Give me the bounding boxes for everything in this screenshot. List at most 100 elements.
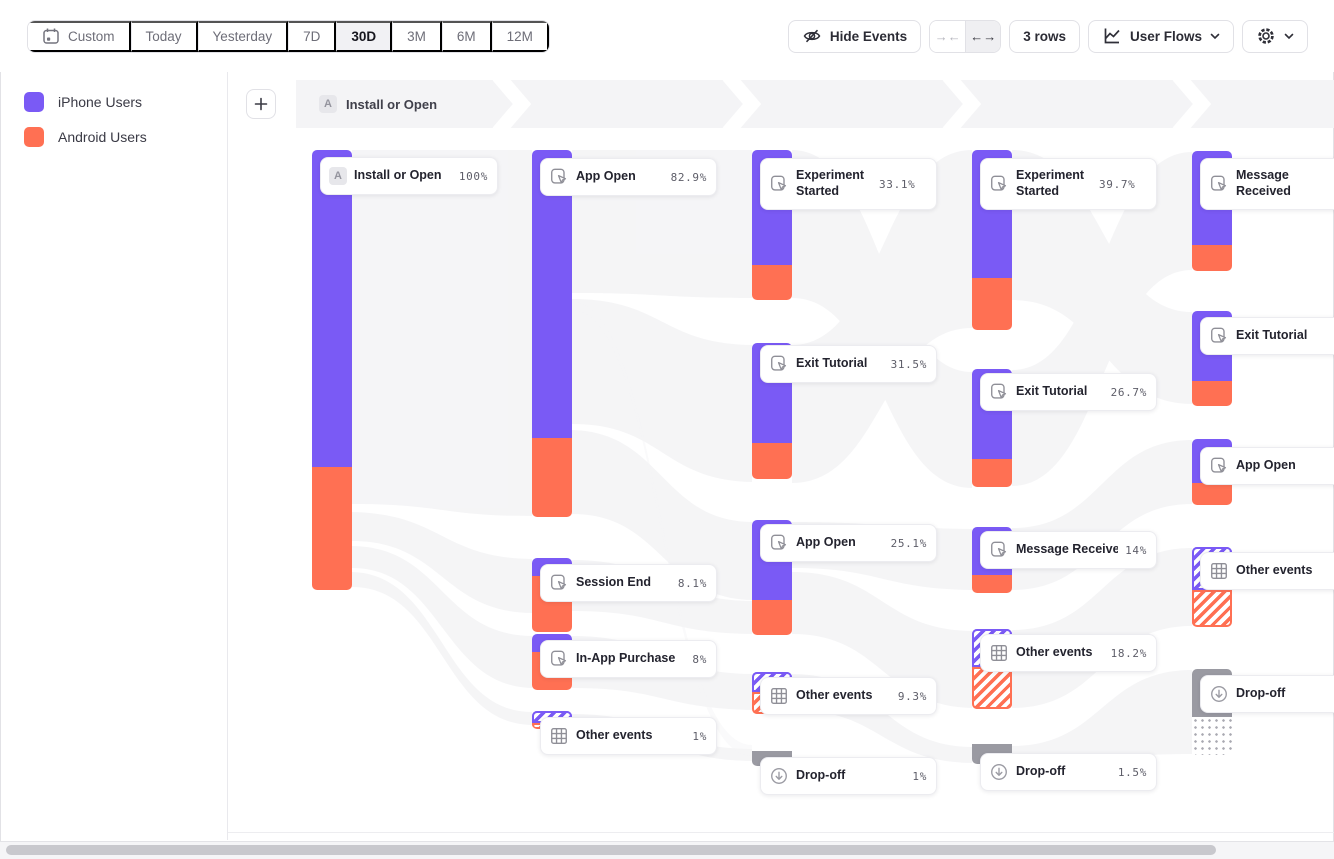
flow-bar-segment[interactable] bbox=[1192, 590, 1232, 627]
grid-icon bbox=[769, 686, 789, 706]
flow-bar-segment[interactable] bbox=[312, 150, 352, 467]
node-percent: 9.3% bbox=[897, 689, 927, 703]
date-range-custom[interactable]: Custom bbox=[28, 20, 131, 52]
event-icon bbox=[989, 174, 1009, 194]
legend-swatch bbox=[24, 92, 44, 112]
date-range-3m[interactable]: 3M bbox=[392, 20, 442, 52]
date-range-yesterday[interactable]: Yesterday bbox=[197, 20, 289, 52]
flow-node-card[interactable]: Other events bbox=[1200, 552, 1334, 590]
node-label: Message Received bbox=[1016, 542, 1119, 557]
flow-node-card[interactable]: Drop-off bbox=[1200, 675, 1334, 713]
flow-bar-segment[interactable] bbox=[1192, 245, 1232, 271]
flow-node-card[interactable]: Exit Tutorial 31.5% bbox=[760, 345, 937, 383]
chevron-separators bbox=[492, 80, 1212, 128]
node-label: Other events bbox=[1016, 645, 1093, 660]
flow-node-card[interactable]: Experiment Started 33.1% bbox=[760, 158, 937, 210]
flow-node-card[interactable]: Message Received bbox=[1200, 158, 1334, 210]
node-percent: 82.9% bbox=[670, 170, 707, 184]
legend-label: iPhone Users bbox=[58, 94, 143, 110]
panel-divider bbox=[227, 72, 228, 840]
date-range-selector: Custom Today Yesterday 7D 30D 3M 6M 12M bbox=[27, 19, 550, 53]
flow-bar-segment[interactable] bbox=[972, 667, 1012, 709]
event-icon bbox=[769, 174, 789, 194]
flow-bar-segment[interactable] bbox=[532, 150, 572, 438]
chart-bottom-divider bbox=[228, 832, 1334, 833]
settings-button[interactable] bbox=[1242, 19, 1308, 53]
view-selector-button[interactable]: User Flows bbox=[1087, 19, 1234, 53]
dropoff-icon bbox=[989, 762, 1009, 782]
flow-bar-segment[interactable] bbox=[1192, 483, 1232, 505]
node-percent: 100% bbox=[458, 169, 488, 183]
flow-node-card[interactable]: Exit Tutorial 26.7% bbox=[980, 373, 1157, 411]
flow-bar-segment[interactable] bbox=[972, 459, 1012, 487]
flow-node-card[interactable]: Other events 18.2% bbox=[980, 634, 1157, 672]
event-icon bbox=[1209, 456, 1229, 476]
node-label: Drop-off bbox=[1236, 686, 1286, 701]
date-range-today[interactable]: Today bbox=[130, 20, 198, 52]
event-icon bbox=[1209, 326, 1229, 346]
date-range-label: 3M bbox=[407, 28, 426, 44]
chevron-down-icon bbox=[1210, 33, 1220, 40]
date-range-30d[interactable]: 30D bbox=[336, 20, 393, 52]
plus-icon bbox=[254, 97, 268, 111]
step-header-band[interactable]: A Install or Open bbox=[296, 80, 1334, 128]
view-selector-label: User Flows bbox=[1129, 28, 1202, 44]
flow-node-card[interactable]: Session End 8.1% bbox=[540, 564, 717, 602]
dropoff-icon bbox=[1209, 684, 1229, 704]
date-range-7d[interactable]: 7D bbox=[288, 20, 337, 52]
add-step-button[interactable] bbox=[246, 89, 276, 119]
top-toolbar: Custom Today Yesterday 7D 30D 3M 6M 12M Hide Ev… bbox=[0, 0, 1334, 72]
hide-events-button[interactable]: Hide Events bbox=[787, 19, 922, 53]
flow-bar-segment[interactable] bbox=[752, 265, 792, 300]
flow-bar-segment[interactable] bbox=[752, 600, 792, 635]
flow-node-card[interactable]: Drop-off 1.5% bbox=[980, 753, 1157, 791]
flow-node-card[interactable]: Exit Tutorial bbox=[1200, 317, 1334, 355]
flow-bar-segment[interactable] bbox=[1192, 381, 1232, 406]
flow-bar-segment[interactable] bbox=[532, 438, 572, 517]
eye-off-icon bbox=[802, 26, 822, 46]
flow-bar-segment[interactable] bbox=[1192, 717, 1232, 755]
flow-node-card[interactable]: Experiment Started 39.7% bbox=[980, 158, 1157, 210]
flow-node-card[interactable]: App Open bbox=[1200, 447, 1334, 485]
node-label: Session End bbox=[576, 575, 652, 590]
flow-node-card[interactable]: In-App Purchase 8% bbox=[540, 640, 717, 678]
flow-node-card[interactable]: App Open 82.9% bbox=[540, 158, 717, 196]
event-icon bbox=[1209, 174, 1229, 194]
node-label: In-App Purchase bbox=[576, 651, 676, 666]
legend-item[interactable]: Android Users bbox=[24, 127, 147, 147]
date-range-label: 6M bbox=[456, 28, 476, 44]
flow-node-card[interactable]: Message Received 14% bbox=[980, 531, 1157, 569]
collapse-columns-button[interactable]: →← bbox=[930, 20, 966, 52]
calendar-icon bbox=[42, 27, 60, 45]
legend-item[interactable]: iPhone Users bbox=[24, 92, 142, 112]
legend-label: Android Users bbox=[58, 129, 147, 145]
flow-node-card[interactable]: Other events 1% bbox=[540, 717, 717, 755]
date-range-label: Today bbox=[145, 28, 182, 44]
flow-node-card[interactable]: App Open 25.1% bbox=[760, 524, 937, 562]
horizontal-scrollbar-thumb[interactable] bbox=[6, 845, 1216, 855]
node-percent: 14% bbox=[1125, 543, 1147, 557]
node-label: Install or Open bbox=[354, 168, 442, 183]
date-range-12m[interactable]: 12M bbox=[491, 20, 549, 52]
flow-bar-segment[interactable] bbox=[972, 575, 1012, 593]
flow-bar-segment[interactable] bbox=[312, 467, 352, 590]
step-badge: A bbox=[329, 167, 347, 185]
chevron-down-icon bbox=[1284, 33, 1294, 40]
flow-node-card[interactable]: A Install or Open 100% bbox=[320, 157, 498, 195]
node-label: Other events bbox=[576, 728, 653, 743]
node-label: Experiment Started bbox=[1016, 168, 1085, 198]
node-percent: 8% bbox=[692, 652, 707, 666]
flow-node-card[interactable]: Drop-off 1% bbox=[760, 757, 937, 795]
node-percent: 33.1% bbox=[879, 177, 916, 191]
flow-bar-segment[interactable] bbox=[752, 443, 792, 479]
node-percent: 18.2% bbox=[1110, 646, 1147, 660]
node-label: Other events bbox=[796, 688, 873, 703]
node-percent: 1.5% bbox=[1117, 765, 1147, 779]
date-range-6m[interactable]: 6M bbox=[441, 20, 492, 52]
date-range-label: Custom bbox=[68, 28, 115, 44]
rows-button[interactable]: 3 rows bbox=[1009, 19, 1080, 53]
flow-node-card[interactable]: Other events 9.3% bbox=[760, 677, 937, 715]
flow-bar-segment[interactable] bbox=[972, 278, 1012, 330]
expand-columns-button[interactable]: ←→ bbox=[965, 20, 1001, 52]
